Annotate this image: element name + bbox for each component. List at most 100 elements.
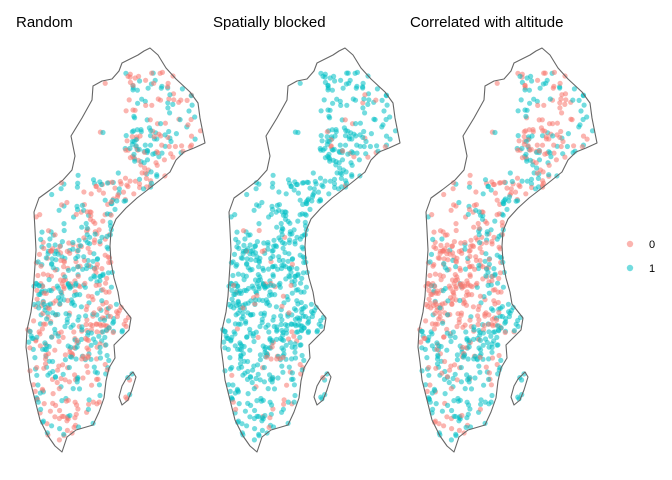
map-point-blocked-324 bbox=[272, 292, 278, 298]
map-point-blocked-657 bbox=[241, 277, 247, 283]
map-point-random-152 bbox=[179, 143, 185, 149]
map-point-random-133 bbox=[73, 211, 79, 217]
map-point-blocked-555 bbox=[301, 357, 307, 363]
map-point-blocked-661 bbox=[322, 155, 328, 161]
map-point-blocked-489 bbox=[314, 328, 320, 334]
map-point-altitude-484 bbox=[470, 304, 476, 310]
map-point-altitude-477 bbox=[435, 352, 441, 358]
map-point-blocked-594 bbox=[235, 271, 241, 277]
map-point-altitude-752 bbox=[522, 107, 528, 113]
map-point-random-660 bbox=[64, 418, 70, 424]
map-point-altitude-768 bbox=[492, 329, 498, 335]
map-point-random-553 bbox=[166, 143, 172, 150]
map-point-random-107 bbox=[141, 160, 147, 166]
map-point-blocked-756 bbox=[362, 110, 368, 116]
map-point-blocked-660 bbox=[259, 418, 265, 424]
map-point-random-276 bbox=[73, 356, 79, 362]
map-point-altitude-757 bbox=[441, 260, 447, 267]
map-point-blocked-751 bbox=[256, 258, 262, 264]
map-point-random-750 bbox=[107, 313, 113, 320]
map-point-random-693 bbox=[57, 426, 63, 432]
map-point-altitude-249 bbox=[584, 136, 590, 142]
map-point-blocked-774 bbox=[256, 264, 262, 270]
map-point-blocked-100 bbox=[361, 96, 367, 102]
map-point-altitude-12 bbox=[456, 427, 462, 433]
map-point-blocked-461 bbox=[250, 251, 256, 257]
map-point-altitude-22 bbox=[481, 382, 487, 388]
map-point-blocked-687 bbox=[303, 212, 309, 218]
map-point-altitude-99 bbox=[518, 97, 524, 103]
map-point-altitude-450 bbox=[565, 131, 572, 137]
map-point-blocked-440 bbox=[266, 302, 273, 308]
map-point-altitude-491 bbox=[433, 290, 439, 296]
map-point-blocked-741 bbox=[345, 151, 351, 157]
map-point-random-779 bbox=[124, 182, 130, 188]
map-point-blocked-652 bbox=[268, 282, 274, 288]
map-point-random-131 bbox=[44, 421, 50, 427]
map-point-altitude-703 bbox=[550, 121, 556, 127]
map-point-blocked-486 bbox=[291, 333, 297, 339]
map-point-altitude-388 bbox=[483, 240, 489, 246]
map-point-altitude-97 bbox=[448, 338, 454, 345]
map-point-altitude-138 bbox=[504, 185, 510, 191]
map-point-altitude-575 bbox=[489, 179, 495, 185]
map-point-random-697 bbox=[104, 275, 110, 281]
map-point-altitude-737 bbox=[534, 165, 540, 171]
map-point-altitude-666 bbox=[491, 234, 497, 240]
map-point-random-673 bbox=[94, 329, 100, 335]
map-point-blocked-718 bbox=[233, 236, 239, 242]
map-point-blocked-145 bbox=[289, 261, 295, 267]
map-point-altitude-740 bbox=[476, 209, 482, 215]
legend-label-1: 1 bbox=[649, 263, 655, 275]
map-point-altitude-509 bbox=[497, 270, 503, 276]
map-point-random-437 bbox=[58, 180, 64, 186]
map-point-blocked-579 bbox=[283, 330, 289, 336]
map-point-altitude-419 bbox=[476, 363, 482, 369]
map-point-random-524 bbox=[188, 93, 194, 99]
map-point-altitude-455 bbox=[557, 80, 563, 86]
map-point-blocked-669 bbox=[222, 368, 228, 374]
map-point-blocked-613 bbox=[324, 129, 330, 135]
map-point-random-517 bbox=[75, 317, 81, 323]
map-point-altitude-276 bbox=[465, 356, 471, 362]
map-point-blocked-316 bbox=[283, 342, 289, 348]
map-point-altitude-227 bbox=[531, 96, 537, 102]
map-point-blocked-445 bbox=[241, 242, 247, 248]
map-point-altitude-212 bbox=[482, 258, 488, 264]
map-point-altitude-553 bbox=[558, 143, 564, 150]
map-point-random-461 bbox=[55, 251, 61, 257]
map-point-blocked-430 bbox=[234, 326, 240, 332]
map-point-altitude-750 bbox=[499, 313, 505, 320]
map-point-altitude-405 bbox=[488, 399, 494, 405]
map-point-random-164 bbox=[64, 199, 70, 206]
map-point-altitude-29 bbox=[528, 176, 535, 182]
map-point-altitude-131 bbox=[436, 421, 442, 427]
map-point-blocked-677 bbox=[365, 101, 371, 107]
map-point-blocked-740 bbox=[279, 209, 285, 215]
map-point-blocked-258 bbox=[324, 134, 330, 140]
map-point-altitude-771 bbox=[449, 243, 455, 249]
map-point-altitude-335 bbox=[534, 170, 540, 176]
map-point-blocked-706 bbox=[270, 247, 276, 254]
map-point-blocked-504 bbox=[329, 127, 335, 133]
map-point-random-181 bbox=[47, 236, 53, 242]
map-point-blocked-437 bbox=[253, 180, 259, 186]
map-point-altitude-555 bbox=[498, 357, 504, 363]
map-point-random-720 bbox=[104, 309, 110, 316]
map-point-blocked-538 bbox=[261, 364, 267, 371]
map-point-altitude-445 bbox=[438, 242, 444, 248]
map-point-random-704 bbox=[75, 424, 82, 430]
map-point-altitude-331 bbox=[446, 283, 452, 289]
map-point-random-35 bbox=[60, 334, 66, 340]
map-point-random-501 bbox=[84, 345, 90, 351]
map-point-blocked-621 bbox=[276, 254, 282, 260]
map-point-blocked-120 bbox=[254, 239, 260, 245]
map-point-altitude-332 bbox=[441, 334, 447, 340]
map-point-altitude-475 bbox=[439, 370, 445, 376]
map-point-blocked-724 bbox=[267, 415, 273, 421]
map-point-blocked-723 bbox=[295, 271, 301, 277]
map-point-random-717 bbox=[162, 132, 168, 138]
map-point-random-134 bbox=[66, 379, 72, 385]
map-point-random-651 bbox=[103, 299, 109, 306]
map-point-random-672 bbox=[114, 309, 120, 315]
